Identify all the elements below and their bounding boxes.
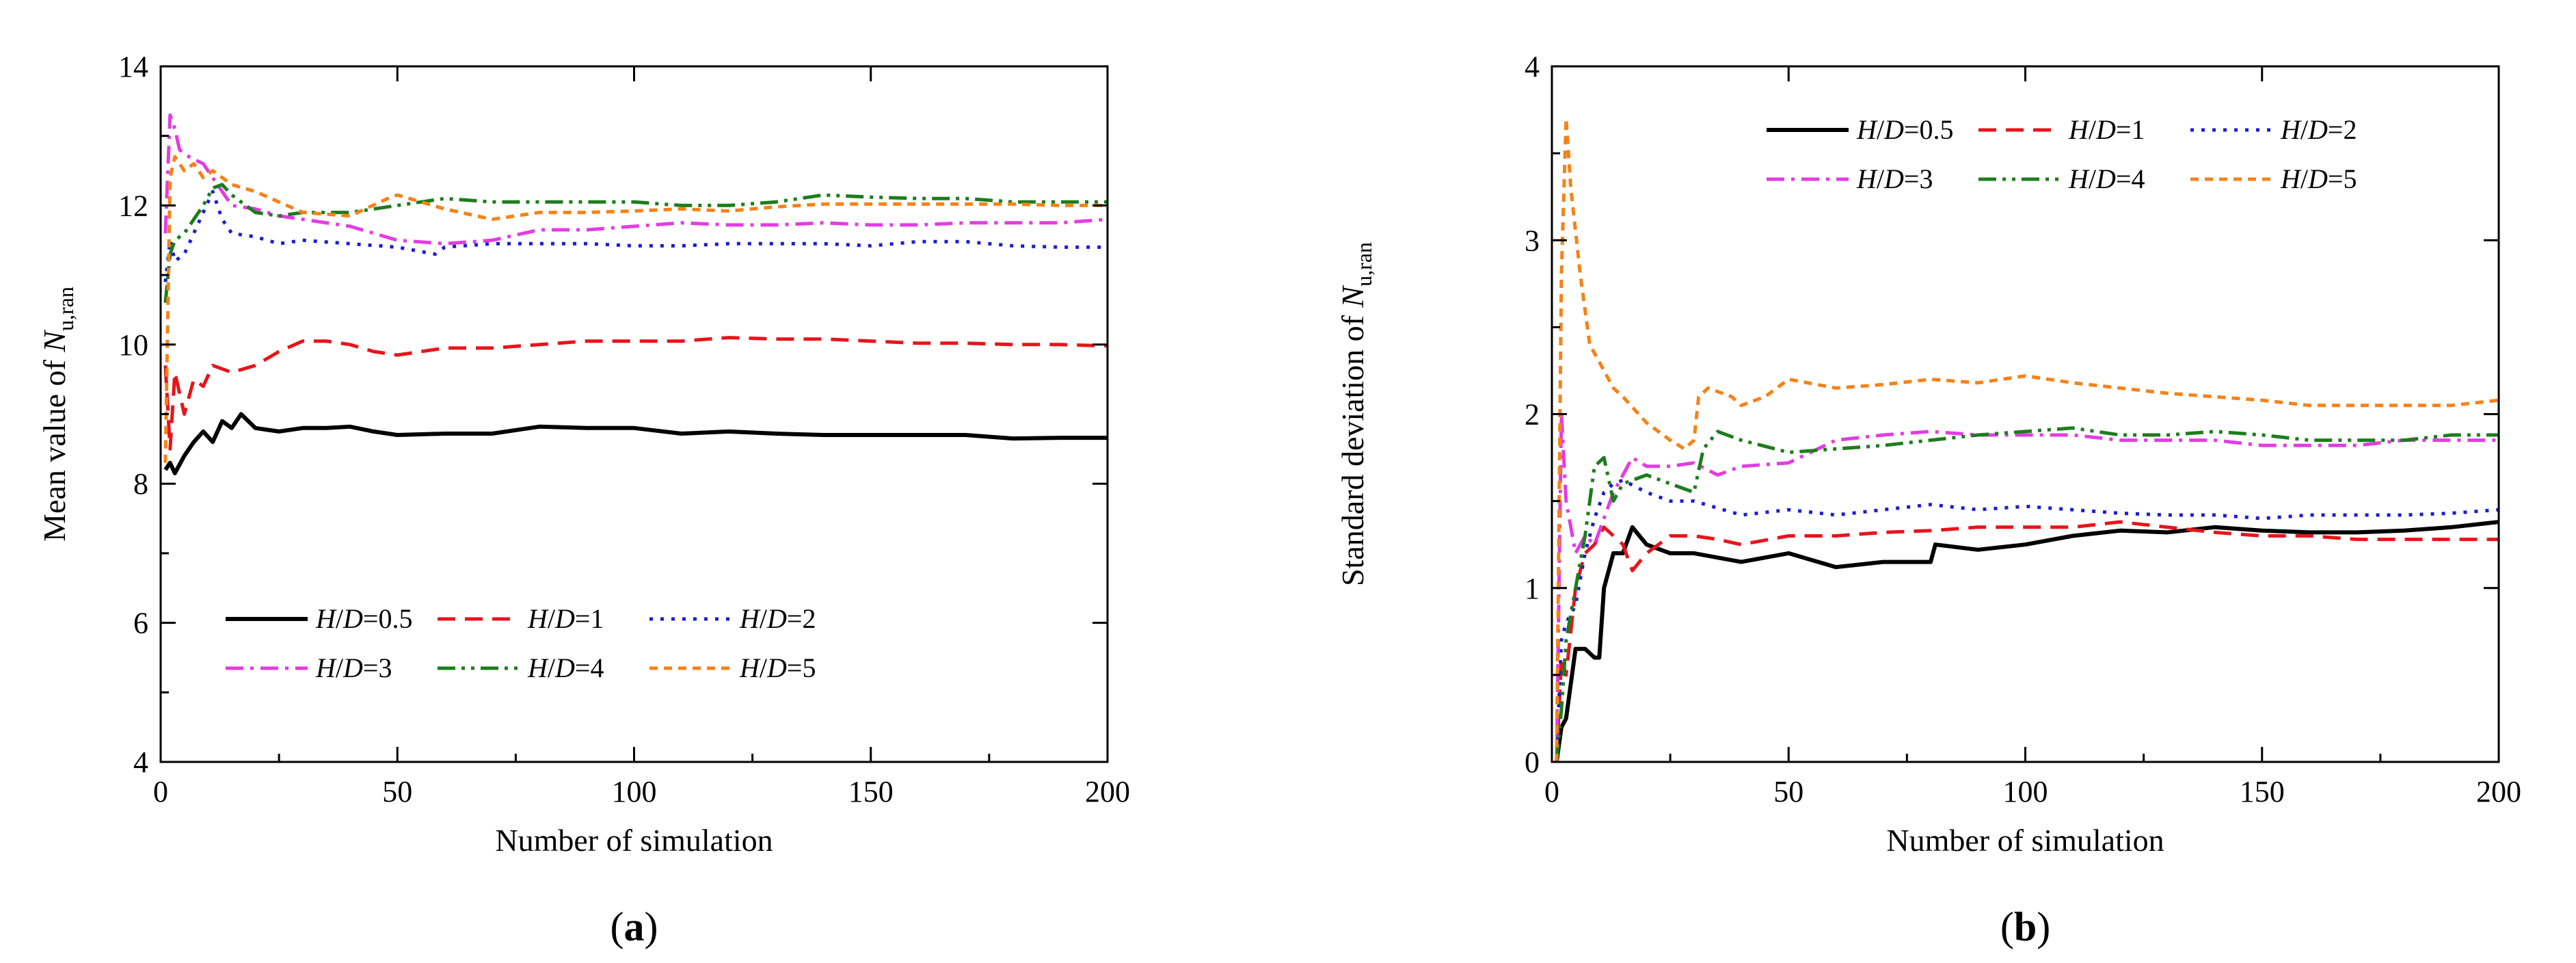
x-tick-label: 150: [848, 775, 894, 808]
chart-panel-b: 0 50 100 150 200 0 1 2 3 4 Number of simulation Sta…: [1288, 0, 2576, 963]
series-line-hd-3: [1555, 412, 2499, 762]
legend-entry-hd-0-5: H/D=0.5: [315, 603, 412, 634]
panel-label: (b): [2000, 904, 2050, 949]
y-tick-label: 2: [1525, 398, 1540, 432]
chart-svg-a: 0 50 100 150 200 4 6 8 10 12 14 Number of simulatio…: [37, 50, 1130, 949]
legend-entry-hd-5: H/D=5: [2280, 163, 2357, 194]
series-line-hd-2: [1555, 478, 2499, 762]
series-line-hd-0-5: [1554, 520, 2499, 762]
legend-entry-hd-2: H/D=2: [739, 603, 816, 634]
y-axis-label: Standard deviation of Nu,ran: [1335, 242, 1376, 586]
x-tick-label: 0: [1544, 775, 1559, 808]
legend-entry-hd-2: H/D=2: [2280, 114, 2357, 145]
legend-entry-hd-4: H/D=4: [2068, 163, 2145, 194]
y-tick-label: 4: [133, 746, 148, 779]
y-tick-label: 0: [1525, 746, 1540, 779]
series-line-hd-4: [163, 183, 1108, 304]
panel-label: (a): [611, 904, 658, 949]
series-line-hd-1: [1555, 520, 2499, 762]
x-tick-label: 50: [1773, 775, 1803, 808]
legend-entry-hd-1: H/D=1: [2068, 114, 2145, 145]
series-line-hd-1: [163, 336, 1108, 451]
y-tick-label: 14: [118, 50, 148, 83]
x-tick-label: 100: [612, 775, 657, 808]
series-line-hd-4: [1555, 426, 2499, 762]
legend-entry-hd-4: H/D=4: [527, 652, 604, 683]
y-tick-label: 8: [133, 467, 148, 501]
plot-frame: [159, 65, 1109, 763]
x-axis-label: Number of simulation: [1886, 823, 2164, 858]
y-tick-label: 10: [118, 328, 148, 362]
series-line-hd-3: [163, 113, 1108, 246]
legend-entry-hd-3: H/D=3: [315, 652, 392, 683]
x-axis-label: Number of simulation: [495, 823, 773, 858]
y-tick-label: 1: [1525, 572, 1540, 605]
legend-entry-hd-5: H/D=5: [739, 652, 816, 683]
legend: H/D=0.5 H/D=1 H/D=2 H/D=3 H/D=4 H/D=5: [1767, 114, 2357, 194]
x-tick-label: 200: [1085, 775, 1130, 808]
series-line-hd-5: [1555, 116, 2499, 762]
y-axis-label: Mean value of Nu,ran: [37, 287, 78, 542]
chart-svg-b: 0 50 100 150 200 0 1 2 3 4 Number of simulation Sta…: [1335, 50, 2521, 949]
chart-panel-a: 0 50 100 150 200 4 6 8 10 12 14 Number of simulatio…: [37, 50, 1130, 949]
y-tick-label: 12: [118, 189, 148, 222]
x-tick-label: 50: [382, 775, 412, 808]
legend-entry-hd-3: H/D=3: [1856, 163, 1933, 194]
legend-entry-hd-0-5: H/D=0.5: [1856, 114, 1953, 145]
series-line-hd-5: [163, 155, 1108, 463]
x-tick-label: 150: [2240, 775, 2285, 808]
x-tick-label: 0: [153, 775, 168, 808]
y-tick-label: 4: [1525, 50, 1540, 83]
x-tick-label: 200: [2476, 775, 2521, 808]
y-tick-label: 3: [1525, 224, 1540, 257]
series-line-hd-0-5: [163, 412, 1108, 475]
legend-entry-hd-1: H/D=1: [527, 603, 604, 634]
x-tick-label: 100: [2003, 775, 2048, 808]
legend: H/D=0.5 H/D=1 H/D=2 H/D=3 H/D=4 H/D=5: [226, 603, 816, 683]
y-tick-label: 6: [133, 607, 148, 640]
